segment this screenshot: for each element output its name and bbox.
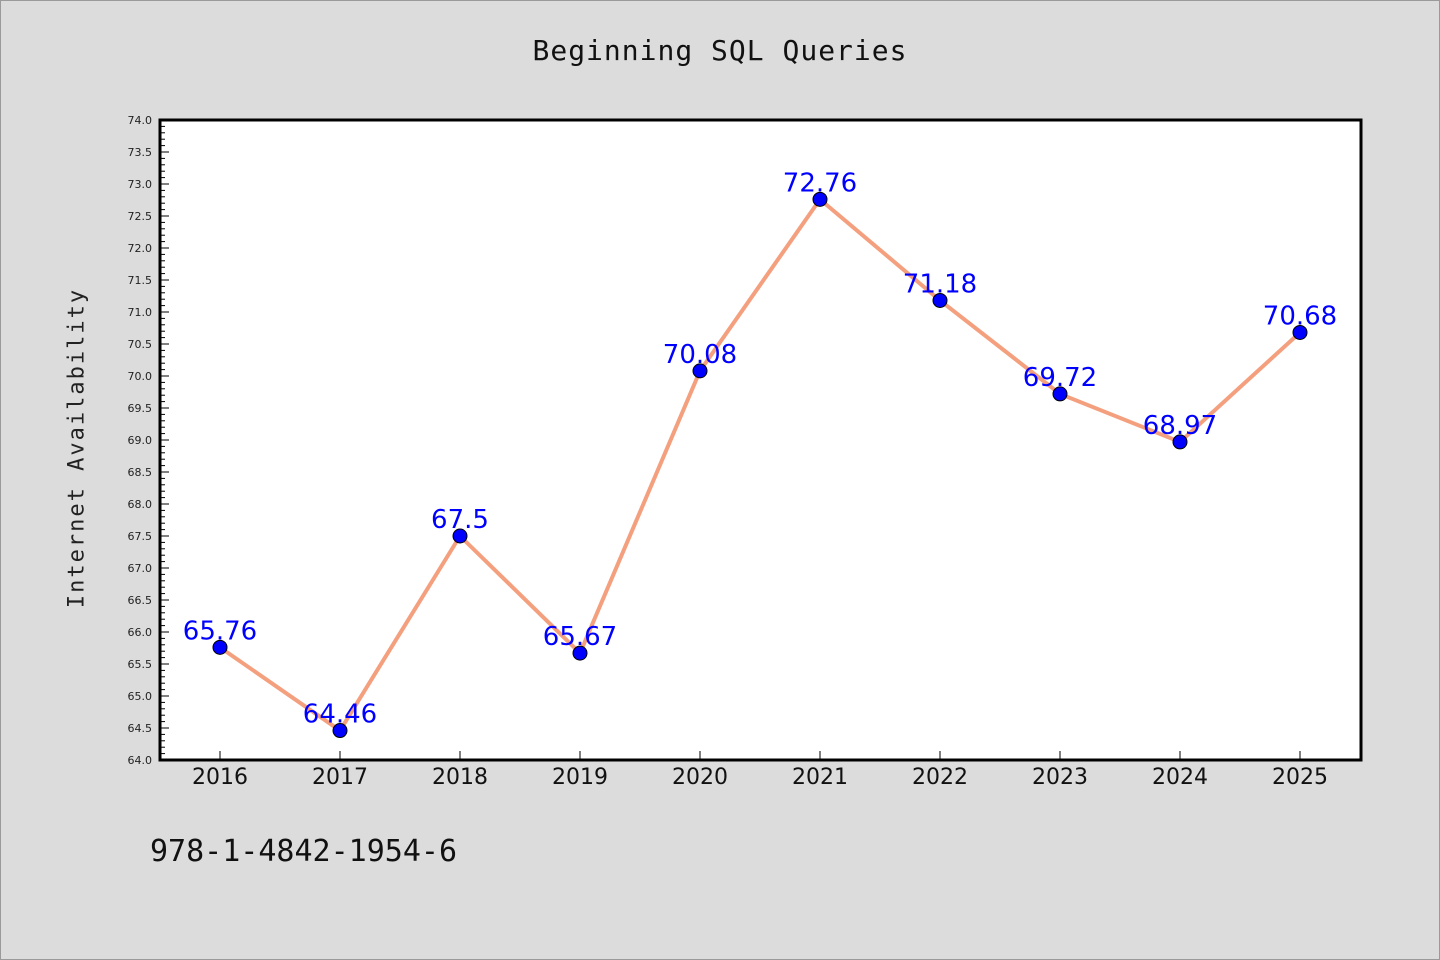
- x-tick-label: 2022: [912, 765, 968, 790]
- y-tick-label: 65.0: [128, 690, 153, 703]
- data-label: 67.5: [431, 505, 489, 535]
- data-point: [1052, 386, 1068, 402]
- data-label: 64.46: [303, 700, 377, 730]
- y-tick-label: 72.5: [128, 210, 153, 223]
- y-tick-label: 73.0: [128, 178, 153, 191]
- data-label: 71.18: [903, 269, 977, 299]
- data-point: [1292, 324, 1308, 340]
- y-tick-label: 70.0: [128, 370, 153, 383]
- data-point: [1172, 434, 1188, 450]
- y-tick-label: 70.5: [128, 338, 153, 351]
- data-point: [692, 363, 708, 379]
- data-label: 70.08: [663, 340, 737, 370]
- y-tick-label: 64.5: [128, 722, 153, 735]
- y-tick-label: 65.5: [128, 658, 153, 671]
- y-tick-label: 67.0: [128, 562, 153, 575]
- data-point: [572, 645, 588, 661]
- data-label: 65.76: [183, 616, 257, 646]
- y-tick-label: 69.0: [128, 434, 153, 447]
- y-tick-label: 73.5: [128, 146, 153, 159]
- data-label: 68.97: [1143, 411, 1217, 441]
- plot-area: [160, 120, 1361, 760]
- x-tick-label: 2021: [792, 765, 848, 790]
- y-tick-label: 74.0: [128, 114, 153, 127]
- y-tick-label: 67.5: [128, 530, 153, 543]
- data-point: [932, 292, 948, 308]
- x-tick-label: 2017: [312, 765, 368, 790]
- data-label: 70.68: [1263, 301, 1337, 331]
- chart-title: Beginning SQL Queries: [532, 34, 908, 67]
- x-tick-label: 2024: [1152, 765, 1208, 790]
- y-tick-label: 71.0: [128, 306, 153, 319]
- series-line-group: [218, 197, 1302, 733]
- series-line: [218, 197, 1302, 733]
- data-labels: 65.76 64.46 67.5 65.67 70.08 72.76 71.18 69.72 6…: [183, 168, 1337, 729]
- data-points: [212, 191, 1308, 739]
- x-tick-label: 2019: [552, 765, 608, 790]
- y-tick-label: 64.0: [128, 754, 153, 767]
- data-label: 65.67: [543, 622, 617, 652]
- y-tick-label: 68.0: [128, 498, 153, 511]
- x-tick-label: 2016: [192, 765, 248, 790]
- data-label: 69.72: [1023, 363, 1097, 393]
- data-point: [812, 191, 828, 207]
- y-tick-label: 68.5: [128, 466, 153, 479]
- isbn-footnote: 978-1-4842-1954-6: [150, 834, 458, 869]
- x-tick-label: 2025: [1272, 765, 1328, 790]
- plot-border: [158, 118, 1363, 762]
- data-point: [212, 639, 228, 655]
- y-tick-label: 69.5: [128, 402, 153, 415]
- x-tick-label: 2020: [672, 765, 728, 790]
- y-tick-label: 66.0: [128, 626, 153, 639]
- data-label: 72.76: [783, 168, 857, 198]
- x-axis-ticks: 2016 2017 2018 2019 2020 2021 2022 2023 2024 2025: [192, 751, 1328, 790]
- data-point: [452, 528, 468, 544]
- y-axis-ticks: 64.0 64.5 65.0 65.5 66.0 66.5 67.0 67.5 68.0 68.5…: [128, 114, 169, 767]
- y-tick-label: 71.5: [128, 274, 153, 287]
- y-tick-label: 72.0: [128, 242, 153, 255]
- data-point: [332, 723, 348, 739]
- y-tick-label: 66.5: [128, 594, 153, 607]
- x-tick-label: 2018: [432, 765, 488, 790]
- x-tick-label: 2023: [1032, 765, 1088, 790]
